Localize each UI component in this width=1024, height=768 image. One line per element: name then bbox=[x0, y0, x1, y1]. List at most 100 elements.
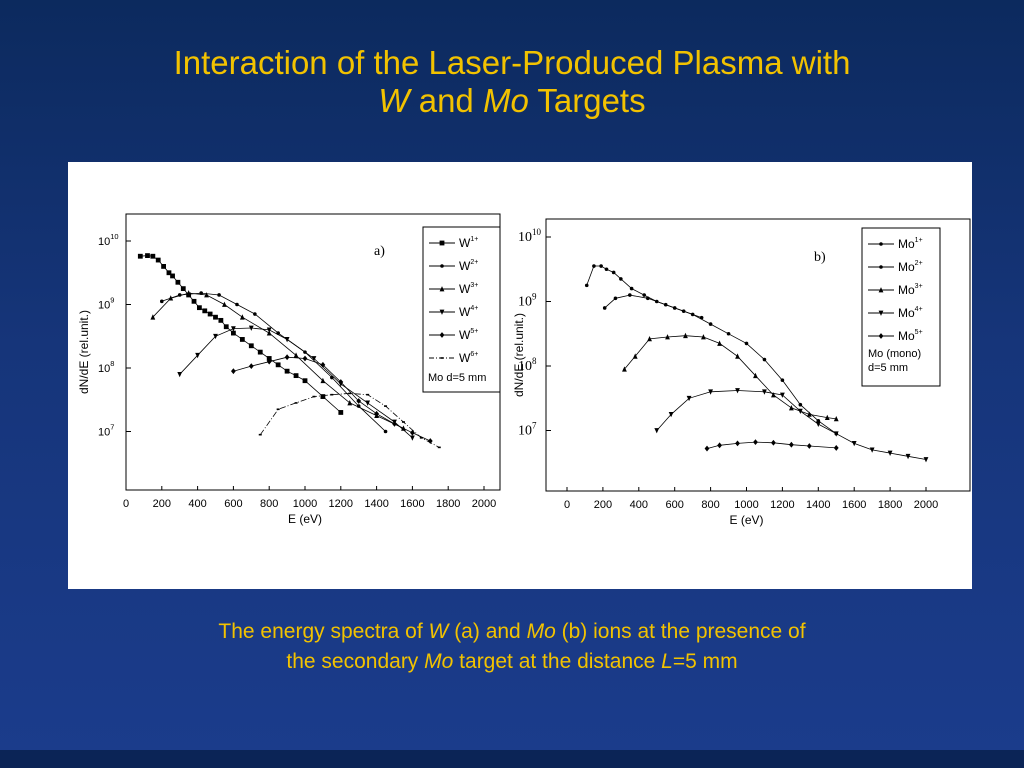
chart-a-data-point bbox=[150, 253, 156, 259]
slide-title: Interaction of the Laser-Produced Plasma… bbox=[0, 44, 1024, 120]
chart-a-data-point bbox=[392, 420, 397, 427]
chart-b-ytick-label: 109 bbox=[518, 292, 537, 310]
chart-b-data-point bbox=[632, 353, 638, 359]
chart-a-data-point bbox=[266, 356, 272, 361]
chart-a-legend bbox=[422, 226, 501, 393]
chart-a-data-point bbox=[258, 433, 262, 436]
caption-line-2: the secondary Mo target at the distance … bbox=[0, 647, 1024, 677]
figure-panel: 0 200 400 600 800 1000 1200 1400 1600 1800 2000 101… bbox=[68, 162, 972, 589]
chart-a-ytick-label: 1010 bbox=[98, 232, 119, 248]
chart-a-xtick-label: 1400 bbox=[364, 498, 388, 510]
chart-b-data-point bbox=[726, 331, 731, 336]
chart-a-data-point bbox=[213, 314, 218, 320]
chart-a-data-point bbox=[320, 394, 326, 399]
chart-a-data-point bbox=[177, 371, 183, 378]
chart-a-data-point bbox=[217, 293, 221, 297]
chart-a-legend-marker bbox=[440, 357, 444, 359]
chart-a: 0 200 400 600 800 1000 1200 1400 1600 1800 2000 101… bbox=[77, 213, 501, 526]
chart-b-data-point bbox=[642, 293, 646, 297]
chart-b-data-point bbox=[887, 450, 893, 456]
chart-a-data-point bbox=[175, 279, 181, 285]
chart-a-data-point bbox=[410, 429, 415, 436]
chart-b-series-line bbox=[656, 390, 927, 460]
chart-a-xtick-label: 0 bbox=[123, 498, 129, 510]
chart-a-data-point bbox=[293, 352, 299, 358]
chart-a-legend-entry: W4+ bbox=[459, 305, 478, 319]
chart-a-series-line bbox=[233, 356, 431, 442]
chart-b-data-point bbox=[806, 443, 812, 449]
chart-a-data-point bbox=[137, 253, 143, 259]
chart-b-data-point bbox=[584, 283, 589, 288]
caption-text-2: (a) and bbox=[448, 620, 527, 643]
chart-a-data-point bbox=[180, 286, 186, 292]
chart-b-data-point bbox=[780, 378, 785, 382]
chart-a-data-point bbox=[384, 405, 388, 407]
chart-b-legend bbox=[861, 227, 941, 387]
chart-a-legend-note: Mo d=5 mm bbox=[428, 372, 486, 384]
chart-b-data-point bbox=[683, 332, 688, 339]
chart-a-data-point bbox=[150, 314, 156, 320]
chart-a-series-line bbox=[140, 255, 342, 413]
chart-a-data-point bbox=[145, 253, 150, 259]
chart-a-panel-label: a) bbox=[374, 244, 385, 259]
chart-b-data-point bbox=[622, 366, 627, 372]
chart-b-data-point bbox=[699, 315, 704, 320]
chart-a-data-point bbox=[374, 410, 379, 417]
chart-a-data-point bbox=[437, 446, 441, 449]
figure-caption: The energy spectra of W (a) and Mo (b) i… bbox=[0, 617, 1024, 677]
chart-b-data-point bbox=[923, 457, 929, 463]
chart-b-xtick-label: 2000 bbox=[914, 499, 938, 511]
chart-a-xtick-label: 200 bbox=[153, 498, 171, 510]
chart-b-data-point bbox=[815, 421, 821, 427]
chart-a-data-point bbox=[207, 311, 213, 317]
chart-b-xlabel: E (eV) bbox=[729, 513, 763, 527]
caption-text-5: target at the distance bbox=[453, 650, 662, 673]
chart-b-xtick-label: 1200 bbox=[770, 499, 794, 511]
chart-b-data-point bbox=[599, 264, 603, 268]
chart-a-data-point bbox=[222, 301, 227, 307]
chart-a-legend-marker bbox=[439, 240, 445, 246]
chart-a-xtick-label: 600 bbox=[224, 498, 242, 510]
chart-a-data-point bbox=[347, 400, 353, 406]
chart-a-data-point bbox=[253, 312, 257, 316]
chart-a-data-point bbox=[419, 437, 423, 439]
chart-a-data-point bbox=[302, 355, 308, 362]
chart-b-data-point bbox=[869, 447, 875, 453]
chart-a-data-point bbox=[330, 393, 334, 396]
chart-a-data-point bbox=[223, 324, 229, 330]
chart-b-data-point bbox=[735, 440, 740, 447]
chart-b-xtick-label: 0 bbox=[564, 499, 570, 511]
chart-b-data-point bbox=[592, 264, 596, 268]
chart-a-data-point bbox=[231, 330, 236, 336]
chart-b-data-point bbox=[851, 441, 857, 447]
chart-a-data-point bbox=[191, 298, 197, 304]
chart-b-data-point bbox=[647, 336, 652, 342]
chart-a-xtick-label: 1000 bbox=[293, 498, 317, 510]
chart-a-data-point bbox=[427, 438, 433, 444]
chart-b-data-point bbox=[771, 392, 776, 398]
title-line-1: Interaction of the Laser-Produced Plasma… bbox=[173, 44, 851, 81]
chart-a-data-point bbox=[320, 361, 326, 368]
chart-b-data-point bbox=[797, 408, 803, 415]
chart-a-data-point bbox=[160, 299, 164, 304]
caption-mo-italic: Mo bbox=[526, 620, 556, 643]
chart-b-data-point bbox=[806, 411, 812, 417]
chart-b-xtick-label: 1000 bbox=[734, 499, 758, 511]
chart-a-legend-entry: W6+ bbox=[459, 351, 478, 365]
chart-b-legend-entry: Mo5+ bbox=[898, 329, 923, 343]
chart-b-data-point bbox=[663, 302, 668, 307]
chart-b-ytick-label: 1010 bbox=[518, 227, 542, 245]
chart-b-data-point bbox=[613, 296, 618, 301]
chart-b-series-line bbox=[706, 441, 837, 449]
chart-b-data-point bbox=[686, 395, 692, 402]
chart-b-legend-note: d=5 mm bbox=[868, 362, 908, 374]
chart-b-data-point bbox=[611, 270, 616, 275]
chart-a-data-point bbox=[202, 308, 208, 314]
caption-mo2-italic: Mo bbox=[424, 650, 454, 673]
chart-b-data-point bbox=[602, 306, 607, 310]
chart-a-data-point bbox=[311, 356, 317, 362]
caption-w-italic: W bbox=[428, 620, 449, 643]
chart-a-data-point bbox=[284, 337, 290, 343]
chart-b-panel-label: b) bbox=[814, 250, 826, 265]
chart-b-data-point bbox=[780, 392, 785, 398]
